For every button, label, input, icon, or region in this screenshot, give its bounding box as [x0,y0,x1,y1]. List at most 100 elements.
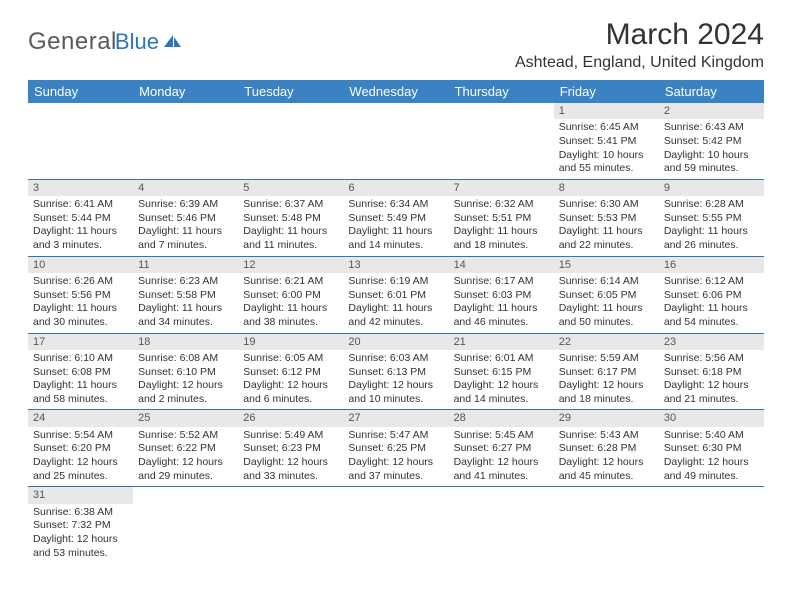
weekday-header: Friday [554,80,659,103]
sunrise-text: Sunrise: 6:01 AM [454,352,549,366]
calendar-week-row: 24Sunrise: 5:54 AMSunset: 6:20 PMDayligh… [28,410,764,487]
sunrise-text: Sunrise: 5:56 AM [664,352,759,366]
day-number: 9 [659,180,764,196]
sunset-text: Sunset: 6:05 PM [559,289,654,303]
sunset-text: Sunset: 5:41 PM [559,135,654,149]
day-number: 30 [659,410,764,426]
day-body: Sunrise: 6:05 AMSunset: 6:12 PMDaylight:… [238,351,343,410]
day-number: 13 [343,257,448,273]
day-body: Sunrise: 6:03 AMSunset: 6:13 PMDaylight:… [343,351,448,410]
day-body: Sunrise: 6:28 AMSunset: 5:55 PMDaylight:… [659,197,764,256]
weekday-header: Monday [133,80,238,103]
day-body: Sunrise: 5:49 AMSunset: 6:23 PMDaylight:… [238,428,343,487]
sunset-text: Sunset: 6:01 PM [348,289,443,303]
daylight-text: Daylight: 11 hours and 22 minutes. [559,225,654,252]
day-number: 7 [449,180,554,196]
daylight-text: Daylight: 12 hours and 25 minutes. [33,456,128,483]
sunset-text: Sunset: 6:20 PM [33,442,128,456]
calendar-day-cell: 26 Sunrise: 5:49 AMSunset: 6:23 PMDayligh… [238,410,343,487]
calendar-day-cell: 30 Sunrise: 5:40 AMSunset: 6:30 PMDayligh… [659,410,764,487]
sunset-text: Sunset: 6:13 PM [348,366,443,380]
calendar-day-cell [659,487,764,563]
day-number: 25 [133,410,238,426]
daylight-text: Daylight: 11 hours and 58 minutes. [33,379,128,406]
calendar-day-cell [133,487,238,563]
sunset-text: Sunset: 6:15 PM [454,366,549,380]
daylight-text: Daylight: 12 hours and 49 minutes. [664,456,759,483]
daylight-text: Daylight: 11 hours and 11 minutes. [243,225,338,252]
day-body: Sunrise: 5:52 AMSunset: 6:22 PMDaylight:… [133,428,238,487]
day-body: Sunrise: 6:21 AMSunset: 6:00 PMDaylight:… [238,274,343,333]
daylight-text: Daylight: 12 hours and 45 minutes. [559,456,654,483]
sunrise-text: Sunrise: 6:32 AM [454,198,549,212]
daylight-text: Daylight: 10 hours and 55 minutes. [559,149,654,176]
sunrise-text: Sunrise: 6:10 AM [33,352,128,366]
day-body: Sunrise: 6:30 AMSunset: 5:53 PMDaylight:… [554,197,659,256]
daylight-text: Daylight: 11 hours and 30 minutes. [33,302,128,329]
sunset-text: Sunset: 5:51 PM [454,212,549,226]
day-body: Sunrise: 5:54 AMSunset: 6:20 PMDaylight:… [28,428,133,487]
daylight-text: Daylight: 11 hours and 50 minutes. [559,302,654,329]
calendar-day-cell: 10Sunrise: 6:26 AMSunset: 5:56 PMDayligh… [28,256,133,333]
daylight-text: Daylight: 11 hours and 46 minutes. [454,302,549,329]
daylight-text: Daylight: 12 hours and 37 minutes. [348,456,443,483]
daylight-text: Daylight: 11 hours and 42 minutes. [348,302,443,329]
day-number: 14 [449,257,554,273]
calendar-day-cell: 6Sunrise: 6:34 AMSunset: 5:49 PMDaylight… [343,179,448,256]
calendar-day-cell: 5Sunrise: 6:37 AMSunset: 5:48 PMDaylight… [238,179,343,256]
sunset-text: Sunset: 5:49 PM [348,212,443,226]
day-number: 2 [659,103,764,119]
daylight-text: Daylight: 12 hours and 2 minutes. [138,379,233,406]
sunrise-text: Sunrise: 6:34 AM [348,198,443,212]
day-number: 8 [554,180,659,196]
calendar-week-row: 31Sunrise: 6:38 AMSunset: 7:32 PMDayligh… [28,487,764,563]
daylight-text: Daylight: 11 hours and 18 minutes. [454,225,549,252]
day-body: Sunrise: 6:01 AMSunset: 6:15 PMDaylight:… [449,351,554,410]
header: General Blue March 2024 Ashtead, England… [28,18,764,72]
day-body: Sunrise: 5:43 AMSunset: 6:28 PMDaylight:… [554,428,659,487]
sunrise-text: Sunrise: 5:45 AM [454,429,549,443]
calendar-day-cell: 1Sunrise: 6:45 AMSunset: 5:41 PMDaylight… [554,103,659,179]
day-body: Sunrise: 6:12 AMSunset: 6:06 PMDaylight:… [659,274,764,333]
calendar-day-cell: 2Sunrise: 6:43 AMSunset: 5:42 PMDaylight… [659,103,764,179]
day-number: 11 [133,257,238,273]
calendar-day-cell: 9Sunrise: 6:28 AMSunset: 5:55 PMDaylight… [659,179,764,256]
calendar-day-cell: 7Sunrise: 6:32 AMSunset: 5:51 PMDaylight… [449,179,554,256]
calendar-day-cell: 3Sunrise: 6:41 AMSunset: 5:44 PMDaylight… [28,179,133,256]
daylight-text: Daylight: 12 hours and 6 minutes. [243,379,338,406]
day-number: 26 [238,410,343,426]
sunset-text: Sunset: 6:00 PM [243,289,338,303]
sunset-text: Sunset: 5:55 PM [664,212,759,226]
daylight-text: Daylight: 11 hours and 14 minutes. [348,225,443,252]
sunrise-text: Sunrise: 6:43 AM [664,121,759,135]
day-body: Sunrise: 6:43 AMSunset: 5:42 PMDaylight:… [659,120,764,179]
day-body: Sunrise: 5:40 AMSunset: 6:30 PMDaylight:… [659,428,764,487]
weekday-header: Sunday [28,80,133,103]
calendar-day-cell: 14Sunrise: 6:17 AMSunset: 6:03 PMDayligh… [449,256,554,333]
daylight-text: Daylight: 11 hours and 54 minutes. [664,302,759,329]
day-number: 15 [554,257,659,273]
month-title: March 2024 [515,18,764,52]
day-body: Sunrise: 6:32 AMSunset: 5:51 PMDaylight:… [449,197,554,256]
sunrise-text: Sunrise: 6:12 AM [664,275,759,289]
day-number: 10 [28,257,133,273]
weekday-header: Tuesday [238,80,343,103]
day-number: 31 [28,487,133,503]
daylight-text: Daylight: 10 hours and 59 minutes. [664,149,759,176]
sunrise-text: Sunrise: 6:41 AM [33,198,128,212]
sunrise-text: Sunrise: 5:59 AM [559,352,654,366]
sunset-text: Sunset: 6:12 PM [243,366,338,380]
calendar-day-cell: 13Sunrise: 6:19 AMSunset: 6:01 PMDayligh… [343,256,448,333]
sunset-text: Sunset: 6:03 PM [454,289,549,303]
calendar-day-cell [343,103,448,179]
day-body: Sunrise: 6:39 AMSunset: 5:46 PMDaylight:… [133,197,238,256]
day-body: Sunrise: 5:59 AMSunset: 6:17 PMDaylight:… [554,351,659,410]
sunrise-text: Sunrise: 6:08 AM [138,352,233,366]
sunrise-text: Sunrise: 6:14 AM [559,275,654,289]
calendar-day-cell: 15 Sunrise: 6:14 AMSunset: 6:05 PMDayligh… [554,256,659,333]
calendar-day-cell: 12Sunrise: 6:21 AMSunset: 6:00 PMDayligh… [238,256,343,333]
calendar-day-cell: 4Sunrise: 6:39 AMSunset: 5:46 PMDaylight… [133,179,238,256]
daylight-text: Daylight: 12 hours and 21 minutes. [664,379,759,406]
sunrise-text: Sunrise: 5:43 AM [559,429,654,443]
sunset-text: Sunset: 5:48 PM [243,212,338,226]
